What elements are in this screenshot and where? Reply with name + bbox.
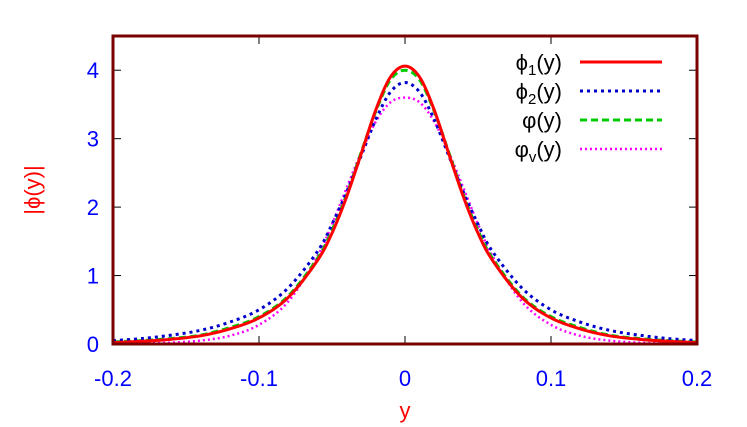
series-line-3: [112, 68, 698, 344]
series-line-1: [112, 64, 698, 345]
x-tick-label: 0: [399, 366, 411, 391]
y-axis-title: |ϕ(y)|: [20, 165, 45, 214]
y-tick-label: 0: [87, 332, 99, 357]
series-line-2: [112, 81, 698, 343]
legend-entry-label: φ(y): [522, 108, 562, 133]
legend: ϕ1(y)ϕ2(y)φ(y) φv(y): [515, 50, 662, 166]
x-tick-label: -0.2: [94, 366, 132, 391]
x-tick-label: 0.1: [536, 366, 567, 391]
y-tick-label: 4: [87, 58, 99, 83]
tick-labels: -0.2 -0.1 0 0.1 0.2 0 1 2 3 4: [87, 58, 713, 391]
series-line-4: [112, 96, 698, 345]
x-tick-label: 0.2: [682, 366, 713, 391]
legend-entry-label: ϕ2(y): [516, 79, 562, 108]
x-axis-title: y: [400, 398, 411, 423]
y-tick-label: 1: [87, 264, 99, 289]
y-tick-label: 2: [87, 195, 99, 220]
legend-entry-label: φv(y): [515, 137, 562, 166]
y-tick-label: 3: [87, 127, 99, 152]
x-tick-label: -0.1: [240, 366, 278, 391]
legend-entry-label: ϕ1(y): [516, 50, 562, 79]
series-layer: [112, 64, 698, 345]
plot-frame: [111, 34, 699, 346]
